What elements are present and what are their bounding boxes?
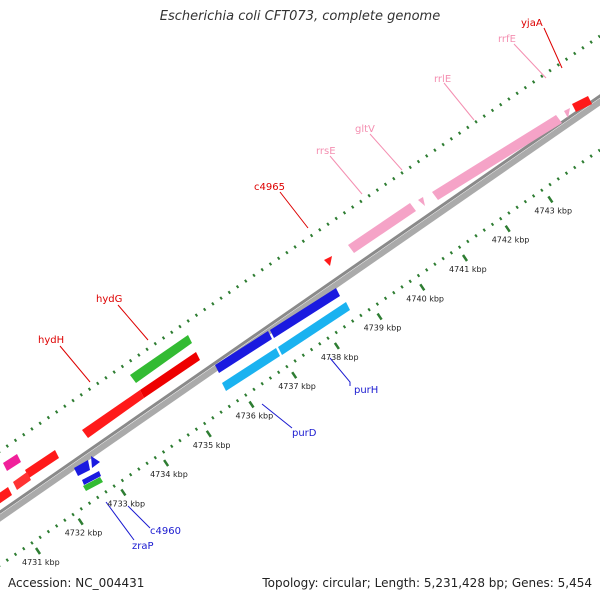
scale-label: 4736 kbp (236, 412, 274, 421)
callout-rrsE (329, 155, 363, 195)
label-hydG[interactable]: hydG (96, 294, 122, 305)
scale-label-group: 4731 kbp 4732 kbp 4733 kbp 4734 kbp 4735 kbp… (22, 206, 572, 567)
callout-purH (329, 357, 351, 386)
major-tick (291, 371, 298, 379)
gene-zraP-blue[interactable] (74, 460, 90, 476)
gene-purD[interactable] (222, 348, 280, 391)
major-tick (333, 342, 340, 350)
callout-yjaA (543, 27, 563, 69)
label-rrlE[interactable]: rrlE (434, 74, 451, 85)
major-tick (34, 547, 42, 555)
gene-yjaA[interactable] (572, 96, 592, 112)
callout-purD (261, 403, 293, 429)
callout-c4965 (279, 191, 309, 229)
major-tick (205, 430, 212, 438)
major-tick (120, 488, 127, 497)
gene-hydG-red[interactable] (140, 352, 200, 398)
callout-rrfE (513, 43, 547, 79)
gene-purD-blue[interactable] (215, 331, 272, 373)
label-purH[interactable]: purH (354, 385, 378, 396)
major-tick (163, 459, 170, 467)
label-gltV[interactable]: gltV (355, 124, 375, 135)
major-tick (504, 225, 511, 233)
major-tick (248, 400, 255, 409)
scale-label: 4737 kbp (278, 382, 316, 391)
upper-tick-track (0, 34, 600, 453)
label-purD[interactable]: purD (292, 428, 317, 439)
lower-tick-track (0, 148, 600, 567)
label-zraP[interactable]: zraP (132, 541, 154, 552)
label-c4965[interactable]: c4965 (254, 182, 285, 193)
scale-label: 4738 kbp (321, 353, 359, 362)
gene-zraP-arrow[interactable] (91, 456, 100, 468)
gene-rrsE[interactable] (348, 203, 416, 253)
scale-label: 4732 kbp (65, 529, 103, 538)
major-tick (547, 195, 554, 204)
callout-rrlE (443, 82, 475, 121)
genome-summary-text: Topology: circular; Length: 5,231,428 bp… (262, 576, 592, 590)
label-yjaA[interactable]: yjaA (521, 18, 543, 29)
major-tick (419, 283, 426, 291)
major-tick (376, 312, 383, 321)
gene-purH-blue[interactable] (270, 288, 340, 338)
callout-c4960 (127, 505, 151, 529)
gene-rrfE[interactable] (564, 108, 570, 118)
callout-zraP (105, 501, 135, 541)
label-hydH[interactable]: hydH (38, 335, 64, 346)
backbone-shadow (0, 98, 600, 522)
major-tick (77, 518, 84, 526)
scale-label: 4734 kbp (150, 470, 188, 479)
scale-label: 4733 kbp (107, 499, 145, 508)
gene-rrlE[interactable] (432, 115, 562, 200)
gene-left-magenta[interactable] (3, 454, 21, 471)
gene-c4960[interactable] (83, 477, 103, 491)
accession-text: Accession: NC_004431 (8, 576, 145, 590)
major-tick (461, 254, 469, 262)
label-rrfE[interactable]: rrfE (498, 34, 516, 45)
scale-label: 4735 kbp (193, 441, 231, 450)
gene-c4965[interactable] (324, 256, 332, 266)
callout-gltV (369, 133, 403, 171)
backbone-line (0, 94, 600, 514)
major-tick-group (34, 195, 554, 555)
label-c4960[interactable]: c4960 (150, 526, 181, 537)
gene-left-red-3[interactable] (0, 487, 12, 504)
gene-hydH[interactable] (82, 390, 144, 438)
gene-hydG[interactable] (130, 335, 192, 383)
map-title: Escherichia coli CFT073, complete genome (159, 9, 441, 24)
scale-label: 4731 kbp (22, 558, 60, 567)
gene-c4960-blue[interactable] (82, 471, 101, 485)
scale-label: 4742 kbp (492, 236, 530, 245)
scale-label: 4739 kbp (364, 324, 402, 333)
scale-label: 4741 kbp (449, 265, 487, 274)
gene-left-red-2[interactable] (13, 472, 31, 490)
scale-label: 4743 kbp (534, 206, 572, 215)
gene-gltV[interactable] (418, 197, 425, 206)
scale-label: 4740 kbp (406, 294, 444, 303)
callout-hydG (117, 304, 149, 341)
callout-hydH (59, 345, 91, 383)
label-rrsE[interactable]: rrsE (316, 146, 336, 157)
gene-left-red-1[interactable] (25, 450, 59, 478)
gene-purH[interactable] (278, 302, 350, 355)
